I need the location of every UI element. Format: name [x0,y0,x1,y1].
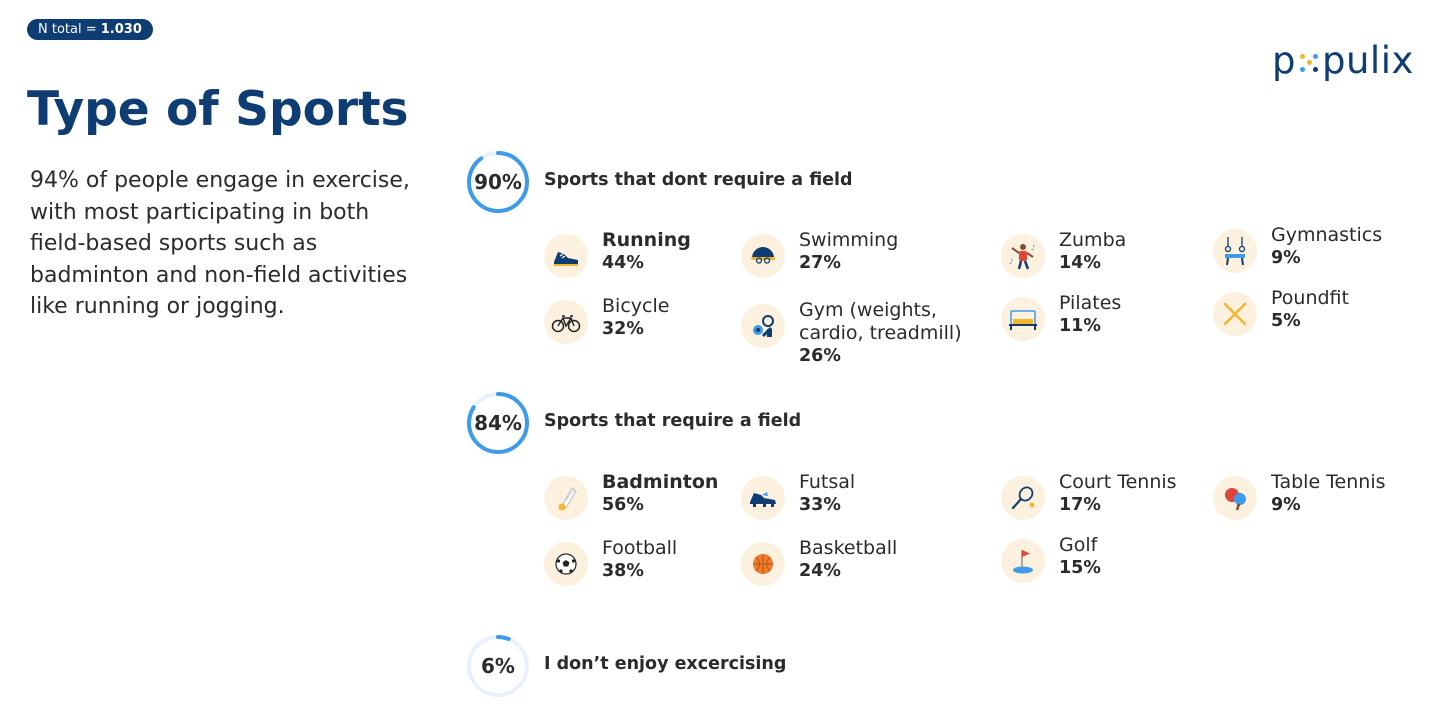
sport-label: Running 44% [602,229,691,273]
tennis-racket-icon [1001,476,1045,520]
sport-value: 27% [799,253,841,273]
shuttlecock-icon [544,476,588,520]
sport-label: Poundfit 5% [1271,287,1349,331]
sport-value: 17% [1059,495,1101,515]
section-percent: 90% [474,170,522,194]
crossed-sticks-icon [1213,292,1257,336]
section-title: I don’t enjoy excercising [544,654,787,674]
sport-label: Gym (weights, cardio, treadmill) 26% [799,299,962,366]
ping-pong-paddle-icon [1213,476,1257,520]
dumbbell-icon [741,304,785,348]
page-title: Type of Sports [27,82,409,137]
section-title: Sports that dont require a field [544,170,853,190]
soccer-ball-icon [544,542,588,586]
sport-value: 11% [1059,316,1101,336]
sport-value: 44% [602,253,644,273]
sport-value: 9% [1271,495,1301,515]
sport-label: Golf 15% [1059,534,1101,578]
badge-value: 1.030 [100,22,142,37]
svg-text:♪: ♪ [1031,244,1035,252]
logo-left-text: p [1272,39,1296,82]
sport-value: 5% [1271,311,1301,331]
sport-label: Basketball 24% [799,537,898,581]
progress-ring [467,635,529,697]
sport-label: Court Tennis 17% [1059,471,1177,515]
section-percent: 84% [474,411,522,435]
badge-prefix: N total = [38,22,101,37]
sport-label: Badminton 56% [602,471,719,515]
populix-logo: p pulix [1272,38,1414,84]
sport-label: Gymnastics 9% [1271,224,1383,268]
pilates-reformer-icon [1001,297,1045,341]
sport-label: Pilates 11% [1059,292,1122,336]
percent-ring: 84% [466,391,530,455]
gymnastics-rings-icon [1213,229,1257,273]
percent-ring: 90% [466,150,530,214]
bicycle-icon [544,300,588,344]
swimmer-icon [741,234,785,278]
running-shoe-icon [544,234,588,278]
percent-ring: 6% [466,634,530,698]
sport-value: 9% [1271,248,1301,268]
sport-label: Football 38% [602,537,678,581]
sport-value: 26% [799,346,841,366]
sport-label: Bicycle 32% [602,295,670,339]
sport-value: 24% [799,561,841,581]
golf-flag-icon [1001,539,1045,583]
zumba-dancer-icon: ♪ ♪ [1001,234,1045,278]
sport-label: Table Tennis 9% [1271,471,1386,515]
sport-label: Futsal 33% [799,471,856,515]
logo-right-text: pulix [1322,39,1414,82]
sport-value: 15% [1059,558,1101,578]
sport-value: 56% [602,495,644,515]
sport-label: Zumba 14% [1059,229,1127,273]
section-title: Sports that require a field [544,411,802,431]
sport-value: 38% [602,561,644,581]
futsal-shoe-icon [741,476,785,520]
sport-value: 33% [799,495,841,515]
progress-ring [467,392,529,454]
page-description: 94% of people engage in exercise, with m… [30,168,410,319]
svg-text:♪: ♪ [1009,258,1013,266]
sport-value: 32% [602,319,644,339]
section-percent: 6% [481,654,515,678]
sport-label: Swimming 27% [799,229,899,273]
progress-ring [467,151,529,213]
basketball-icon [741,542,785,586]
logo-dots-icon [1297,51,1321,75]
sample-size-badge: N total = 1.030 [27,19,153,40]
sport-value: 14% [1059,253,1101,273]
